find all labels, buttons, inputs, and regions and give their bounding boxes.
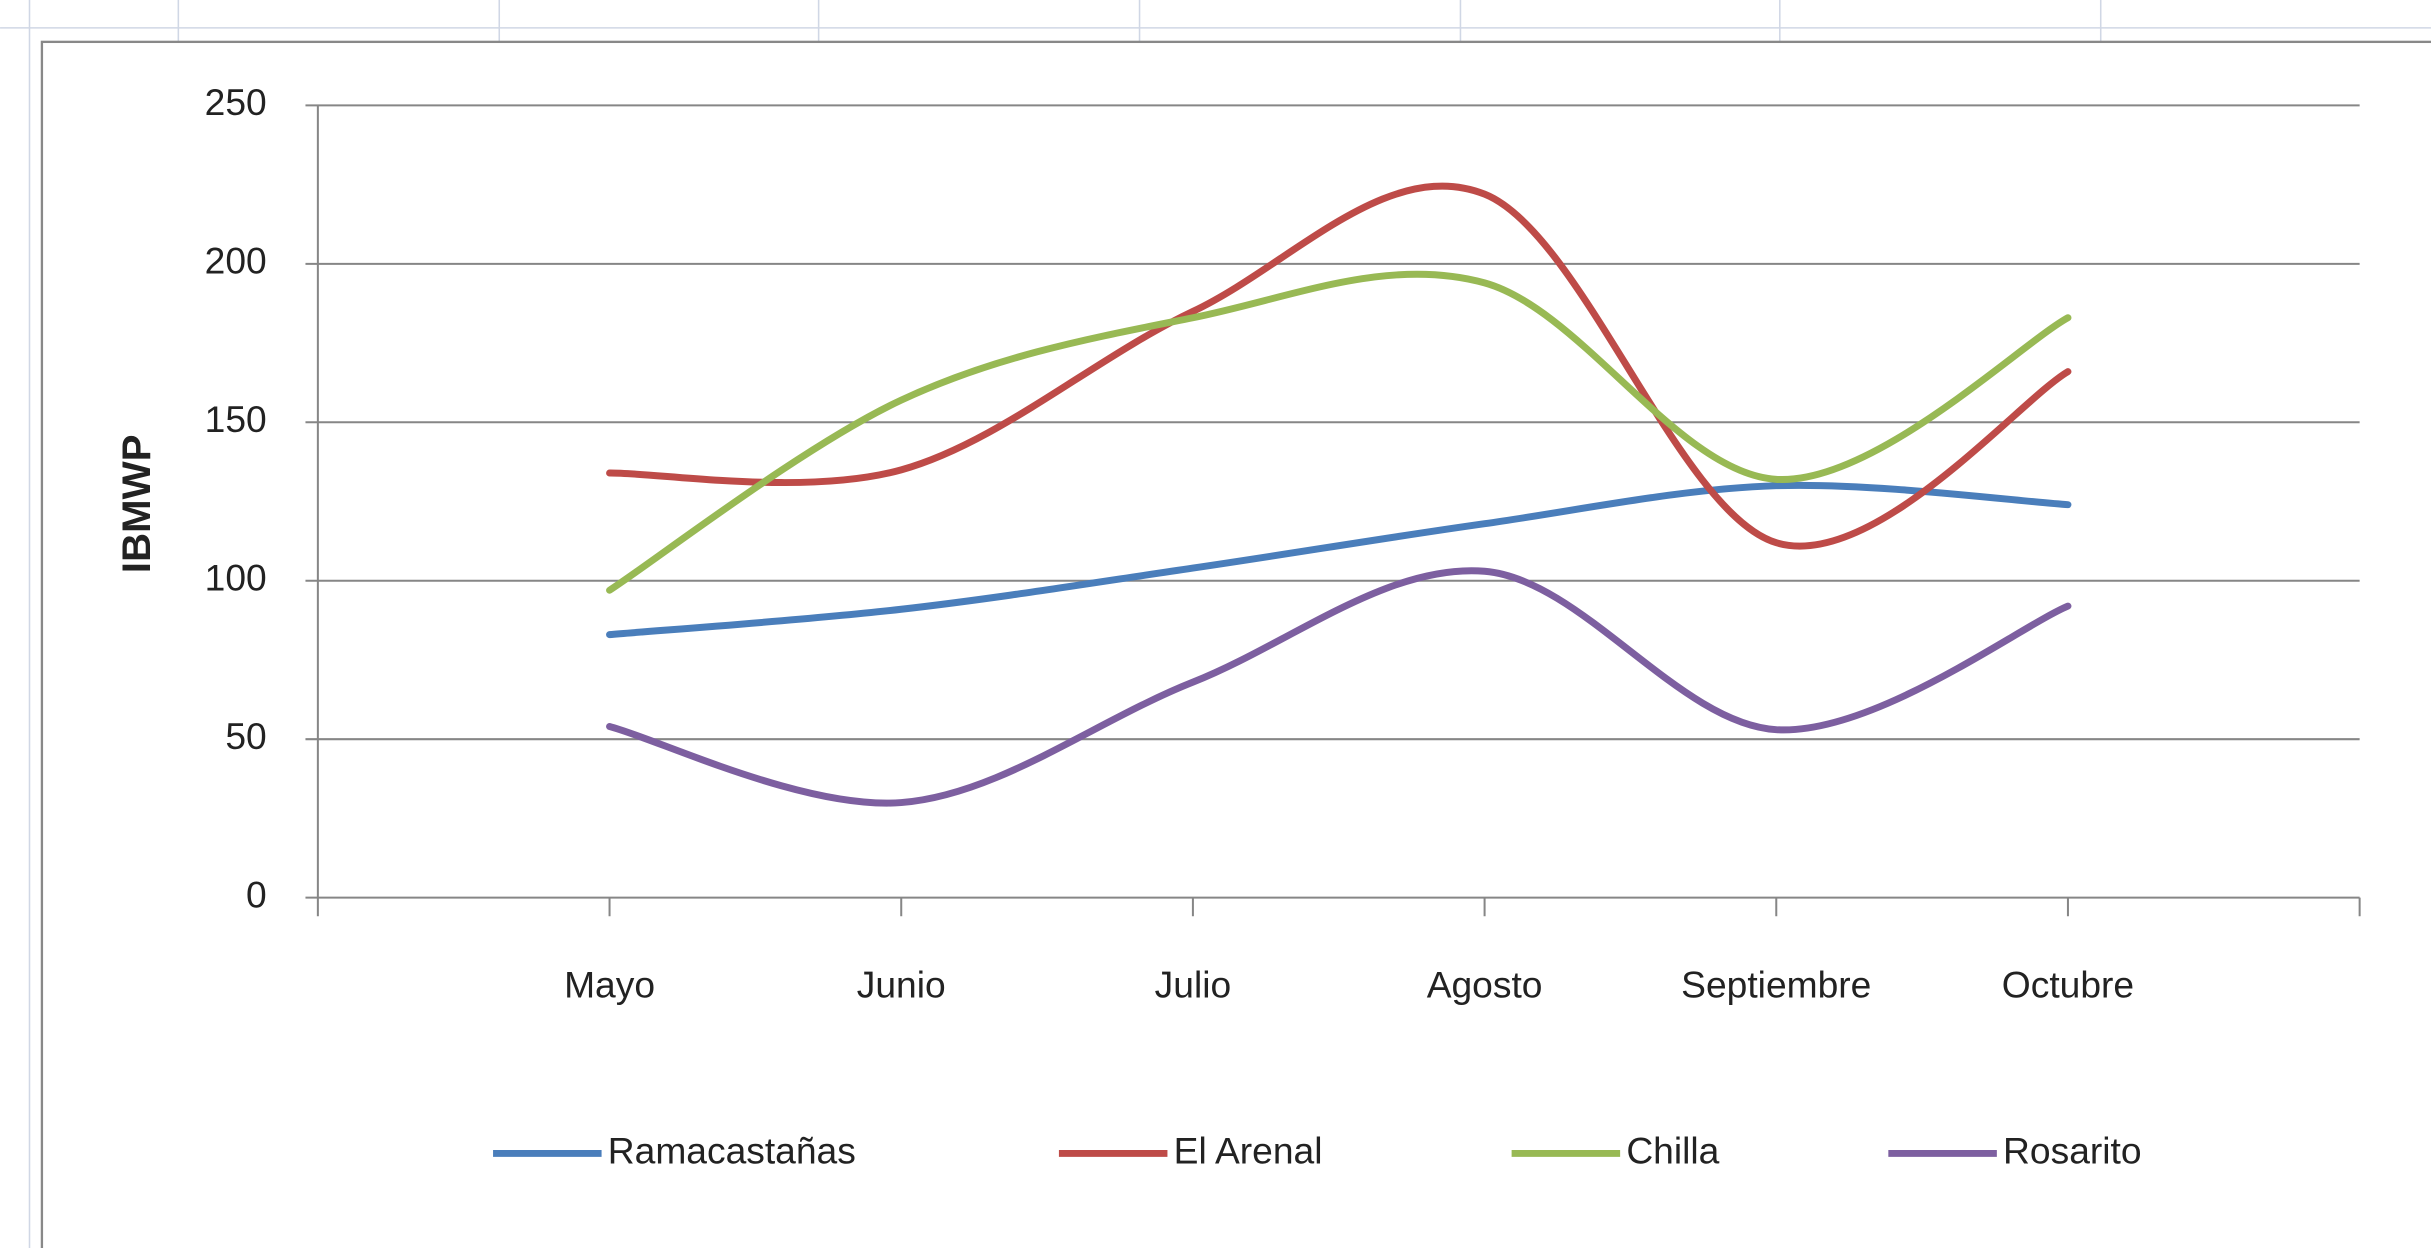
y-tick-label: 100 (205, 557, 267, 599)
x-tick-label: Septiembre (1681, 963, 1871, 1005)
x-tick-label: Junio (857, 963, 946, 1005)
y-tick-label: 0 (246, 873, 267, 915)
legend-label: Chilla (1626, 1129, 1719, 1171)
line-series (606, 481, 2072, 639)
line-series (606, 182, 2072, 550)
y-tick-label: 50 (225, 715, 266, 757)
x-tick-label: Agosto (1427, 963, 1543, 1005)
legend-label: El Arenal (1174, 1129, 1323, 1171)
legend-label: Ramacastañas (608, 1129, 856, 1171)
line-series (606, 270, 2072, 594)
chart-frame (40, 40, 2431, 1248)
x-tick-label: Mayo (564, 963, 655, 1005)
y-tick-label: 250 (205, 81, 267, 123)
legend-label: Rosarito (2003, 1129, 2141, 1171)
y-tick-label: 150 (205, 398, 267, 440)
line-series (606, 567, 2072, 807)
x-tick-label: Julio (1155, 963, 1231, 1005)
y-axis-label: IBMWP (114, 434, 159, 573)
y-tick-label: 200 (205, 240, 267, 282)
x-tick-label: Octubre (2002, 963, 2134, 1005)
